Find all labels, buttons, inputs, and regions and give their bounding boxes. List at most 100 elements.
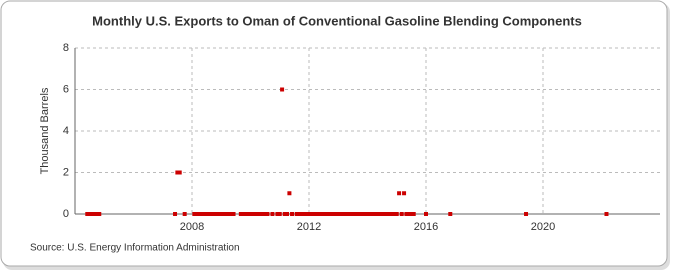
point <box>182 212 187 216</box>
point <box>382 212 387 216</box>
point <box>275 212 280 216</box>
point <box>316 212 321 216</box>
point <box>177 170 182 175</box>
point <box>97 212 102 216</box>
point <box>253 212 258 216</box>
point <box>209 212 214 216</box>
source-note: Source: U.S. Energy Information Administ… <box>30 243 240 254</box>
point <box>194 212 199 216</box>
point <box>221 212 226 216</box>
point <box>226 212 231 216</box>
point <box>336 212 341 216</box>
point <box>297 212 302 216</box>
point <box>270 212 275 216</box>
point <box>389 212 394 216</box>
point <box>311 212 316 216</box>
point <box>399 212 404 216</box>
point <box>246 212 251 216</box>
point <box>326 212 331 216</box>
point <box>397 191 402 196</box>
point <box>211 212 216 216</box>
point <box>243 212 248 216</box>
x-tick-label: 2020 <box>531 221 555 233</box>
y-axis-label: Thousand Barrels <box>39 87 51 174</box>
point <box>323 212 328 216</box>
point <box>87 212 92 216</box>
point <box>402 191 407 196</box>
point <box>424 212 428 216</box>
point <box>411 212 416 216</box>
y-tick-label: 2 <box>63 166 69 178</box>
point <box>343 212 348 216</box>
x-tick-label: 2016 <box>414 221 438 233</box>
point <box>248 212 253 216</box>
point <box>365 212 370 216</box>
point <box>407 212 412 216</box>
point <box>409 212 414 216</box>
point <box>263 212 268 216</box>
point <box>231 212 236 216</box>
point <box>348 212 353 216</box>
point <box>214 212 219 216</box>
point <box>367 212 372 216</box>
y-tick-label: 4 <box>63 125 69 137</box>
point <box>206 212 211 216</box>
point <box>282 212 287 216</box>
point <box>392 212 397 216</box>
point <box>604 212 609 216</box>
point <box>377 212 382 216</box>
x-tick-label: 2012 <box>297 221 321 233</box>
point <box>372 212 377 216</box>
point <box>314 212 319 216</box>
y-tick-label: 8 <box>63 42 69 54</box>
point <box>341 212 346 216</box>
point <box>265 212 270 216</box>
point <box>302 212 307 216</box>
point <box>197 212 202 216</box>
point <box>404 212 409 216</box>
frame <box>0 0 668 267</box>
point <box>387 212 392 216</box>
point <box>85 212 90 216</box>
point <box>524 212 529 216</box>
point <box>350 212 355 216</box>
point <box>309 212 314 216</box>
point <box>202 212 207 216</box>
point <box>363 212 368 216</box>
y-tick-label: 6 <box>63 83 69 95</box>
point <box>175 170 180 175</box>
point <box>228 212 233 216</box>
point <box>224 212 229 216</box>
point <box>319 212 324 216</box>
point <box>260 212 265 216</box>
point <box>241 212 246 216</box>
point <box>353 212 358 216</box>
point <box>92 212 97 216</box>
point <box>331 212 336 216</box>
point <box>394 212 399 216</box>
point <box>89 212 94 216</box>
point <box>285 212 290 216</box>
point <box>199 212 204 216</box>
point <box>333 212 338 216</box>
point <box>375 212 380 216</box>
point <box>204 212 209 216</box>
point <box>287 191 292 196</box>
point <box>358 212 363 216</box>
point <box>370 212 375 216</box>
point <box>385 212 390 216</box>
point <box>304 212 309 216</box>
point <box>448 212 453 216</box>
point <box>360 212 365 216</box>
point <box>238 212 243 216</box>
point <box>192 212 197 216</box>
point <box>345 212 350 216</box>
chart-title: Monthly U.S. Exports to Oman of Conventi… <box>92 13 582 28</box>
point <box>307 212 311 216</box>
point <box>258 212 263 216</box>
point <box>321 212 326 216</box>
point <box>255 212 260 216</box>
point <box>355 212 360 216</box>
point <box>250 212 255 216</box>
